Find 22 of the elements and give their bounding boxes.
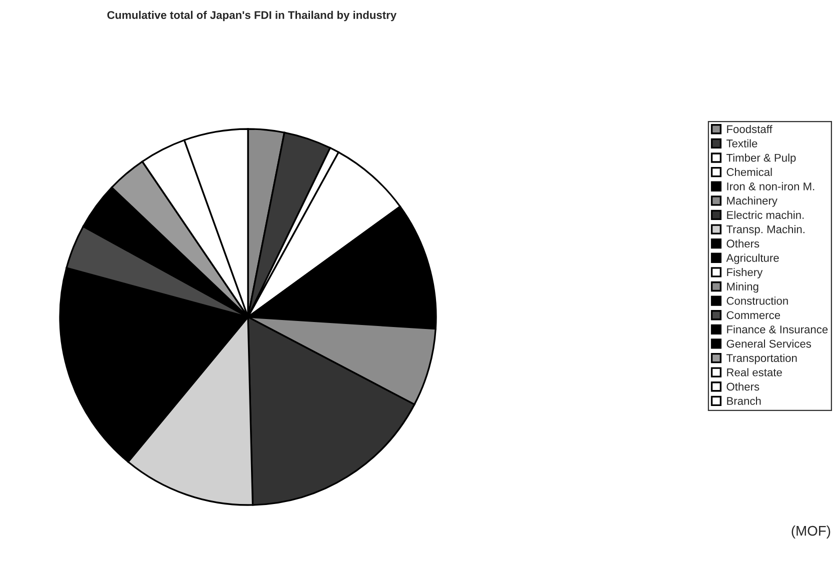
legend-label: Branch [727, 396, 761, 405]
legend-label: Others [726, 239, 760, 248]
legend-label: Foodstaff [727, 124, 772, 134]
legend-label: General Services [726, 340, 812, 348]
legend-label: Transp. Machin. [726, 225, 804, 236]
legend-label: Real estate [727, 368, 782, 376]
legend-label: Agriculture [726, 254, 779, 264]
legend-label: Chemical [726, 168, 772, 176]
legend-label: Electric machin. [727, 210, 804, 219]
legend-label: Timber & Pulp [726, 154, 796, 164]
legend-label: Finance & Insurance [727, 325, 828, 334]
legend-label: Fishery [727, 268, 763, 278]
text: (MOF) [792, 526, 830, 538]
legend-label: Others [726, 382, 760, 391]
legend-label: Transportation [726, 354, 797, 364]
legend-label: Textile [726, 139, 758, 148]
legend-label: Mining [727, 282, 758, 293]
legend-label: Construction [726, 296, 788, 305]
legend-label: Iron & non-iron M. [727, 182, 814, 190]
legend-label: Machinery [727, 196, 778, 207]
legend-label: Commerce [726, 311, 780, 320]
chart-title: Cumulative total of Japan's FDI in Thailand by industry [107, 10, 397, 22]
